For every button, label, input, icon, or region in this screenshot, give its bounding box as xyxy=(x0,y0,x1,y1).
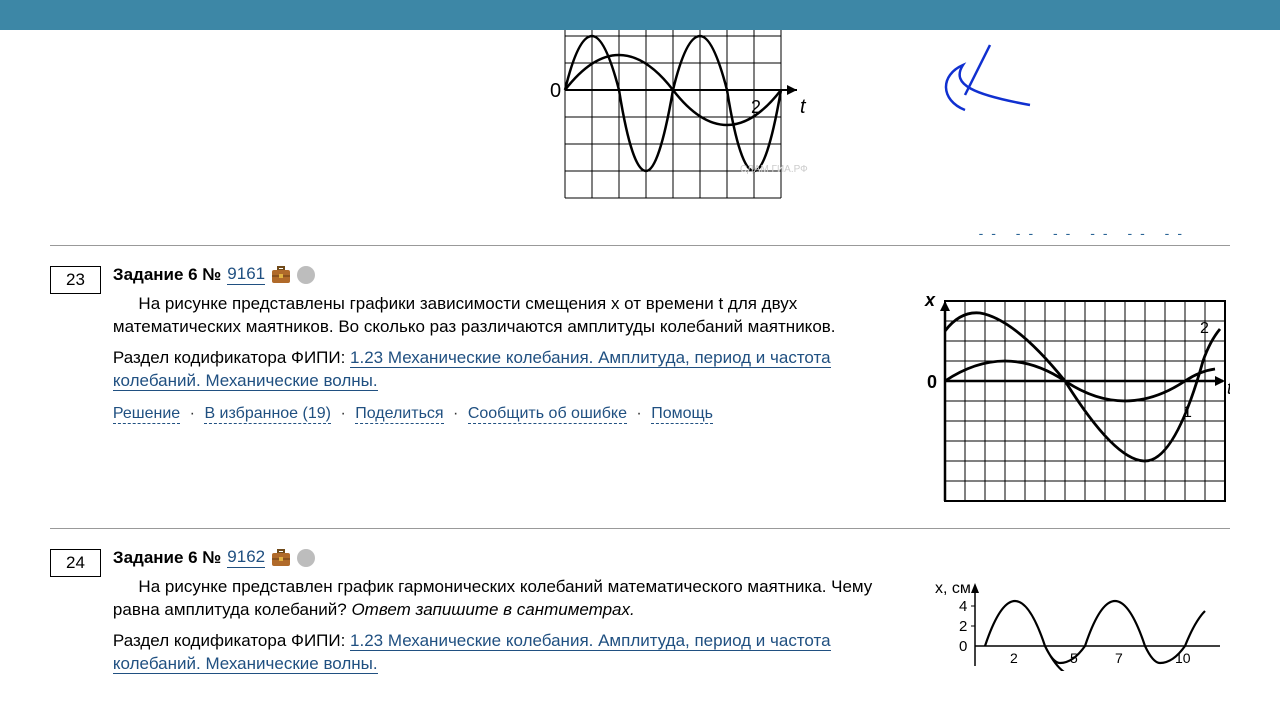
xtick-7: 7 xyxy=(1115,650,1123,666)
codifier-label: Раздел кодификатора ФИПИ: xyxy=(113,631,350,650)
report-link[interactable]: Сообщить об ошибке xyxy=(468,405,627,424)
t-axis-label: t xyxy=(1227,378,1230,398)
actions-row: Решение · В избранное (19) · Поделиться … xyxy=(113,403,902,425)
y-axis-label: x, см xyxy=(935,580,971,597)
task-title-prefix: Задание 6 № xyxy=(113,548,221,568)
task-header: Задание 6 № 9161 xyxy=(113,264,1230,285)
task-body: Задание 6 № 9162 На рисунке представлен … xyxy=(113,547,1230,684)
solution-link[interactable]: Решение xyxy=(113,405,180,424)
task-content: На рисунке представлен график гармоничес… xyxy=(113,576,1230,684)
zero-label: 0 xyxy=(927,372,937,392)
curve-2-label: 2 xyxy=(1200,320,1209,337)
watermark: СДАМ ГИА.РФ xyxy=(740,164,808,175)
t-axis-label: t xyxy=(800,96,807,118)
share-link[interactable]: Поделиться xyxy=(355,405,443,424)
top-graph-container: 0 t 2 СДАМ ГИА.РФ xyxy=(50,30,1230,225)
xtick-5: 5 xyxy=(1070,650,1078,666)
task-text: На рисунке представлен график гармоничес… xyxy=(113,576,912,684)
task-number-box: 23 xyxy=(50,266,101,294)
task-body: Задание 6 № 9161 На рисунке представлены… xyxy=(113,264,1230,518)
favorite-link[interactable]: В избранное (19) xyxy=(204,405,331,424)
xtick-2: 2 xyxy=(1010,650,1018,666)
task-header: Задание 6 № 9162 xyxy=(113,547,1230,568)
briefcase-icon[interactable] xyxy=(271,266,291,284)
task-number-box: 24 xyxy=(50,549,101,577)
origin-label: 0 xyxy=(550,80,561,102)
task-paragraph: На рисунке представлен график гармоничес… xyxy=(113,576,912,622)
task-24: 24 Задание 6 № 9162 На рисунке представл… xyxy=(50,547,1230,684)
header-bar xyxy=(0,0,1280,30)
help-link[interactable]: Помощь xyxy=(651,405,713,424)
task-id-link[interactable]: 9161 xyxy=(227,264,265,285)
ytick-4: 4 xyxy=(959,598,967,615)
x-tick-2: 2 xyxy=(751,97,761,117)
separator xyxy=(50,245,1230,246)
xtick-10: 10 xyxy=(1175,650,1191,666)
task23-graph: x 0 t 1 2 xyxy=(920,293,1230,518)
task-23: 23 Задание 6 № 9161 На рисунке представл… xyxy=(50,264,1230,518)
ytick-2: 2 xyxy=(959,618,967,635)
separator xyxy=(50,528,1230,529)
task-title-prefix: Задание 6 № xyxy=(113,265,221,285)
x-axis-label: x xyxy=(924,293,936,310)
curve-1-label: 1 xyxy=(1183,404,1192,421)
codifier-label: Раздел кодификатора ФИПИ: xyxy=(113,348,350,367)
handwritten-annotation xyxy=(935,40,1035,120)
task-id-link[interactable]: 9162 xyxy=(227,547,265,568)
task-paragraph: На рисунке представлены графики зависимо… xyxy=(113,293,902,339)
status-dot-icon[interactable] xyxy=(297,266,315,284)
top-oscillation-graph: 0 t 2 СДАМ ГИА.РФ xyxy=(535,30,815,225)
task-text: На рисунке представлены графики зависимо… xyxy=(113,293,902,424)
codifier-row: Раздел кодификатора ФИПИ: 1.23 Механичес… xyxy=(113,347,902,393)
task-content: На рисунке представлены графики зависимо… xyxy=(113,293,1230,518)
ytick-0: 0 xyxy=(959,638,967,655)
codifier-row: Раздел кодификатора ФИПИ: 1.23 Механичес… xyxy=(113,630,912,676)
status-dot-icon[interactable] xyxy=(297,549,315,567)
briefcase-icon[interactable] xyxy=(271,549,291,567)
task24-graph: x, см 4 2 0 2 5 7 10 xyxy=(930,576,1230,676)
content-area: 0 t 2 СДАМ ГИА.РФ -- -- -- -- -- -- 23 З… xyxy=(0,30,1280,684)
markers-row: -- -- -- -- -- -- xyxy=(50,225,1230,239)
